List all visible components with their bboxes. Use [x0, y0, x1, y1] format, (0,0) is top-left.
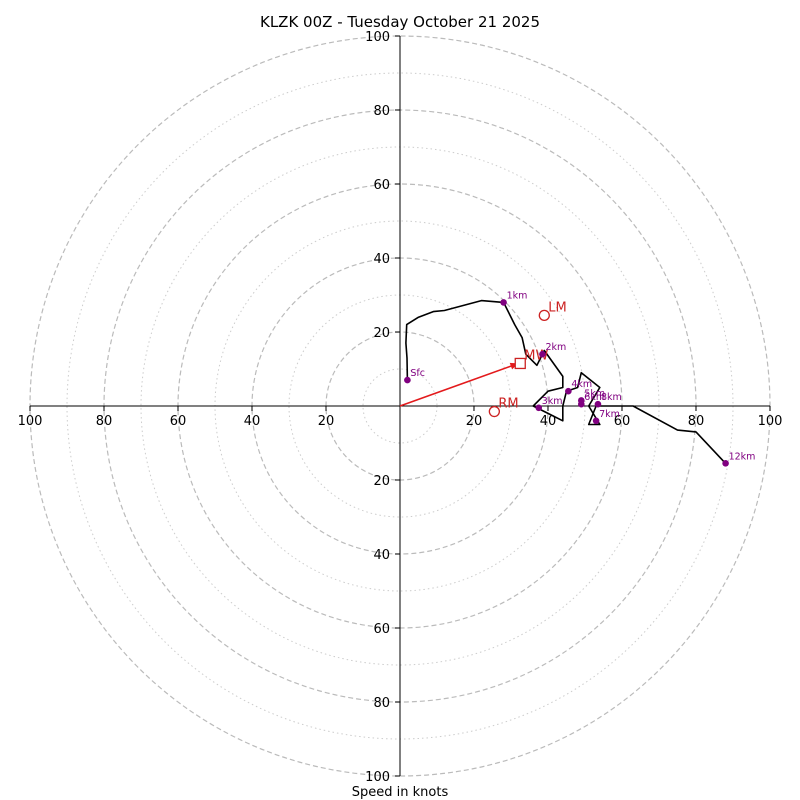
height-marker-8km	[594, 400, 602, 408]
storm-motion-marker-lm	[538, 309, 550, 322]
tick-labels: 100 80 60 40 20 20 40 60 80 100 100 80 60 40 20 20 40 60 8…	[18, 30, 783, 785]
height-label-3km: 3km	[542, 396, 563, 407]
height-label-5km: 5km	[584, 388, 605, 399]
height-marker-12km	[722, 460, 729, 467]
x-tick-label: 100	[758, 414, 783, 429]
height-marker-1km	[500, 299, 507, 306]
hodograph-trace	[405, 299, 727, 464]
x-tick-label: 20	[318, 414, 335, 429]
height-marker-6km	[578, 400, 585, 408]
x-tick-label: 60	[614, 414, 631, 429]
x-tick-label: 20	[466, 414, 483, 429]
shear-vector-line	[399, 362, 519, 407]
storm-motion-label-rm: RM	[498, 397, 518, 412]
height-label-6km: 6km	[584, 392, 605, 403]
storm-motion-marker-mw	[514, 357, 526, 370]
x-tick-label: 40	[540, 414, 557, 429]
height-marker-sfc	[404, 376, 411, 384]
storm-motion-label-lm: LM	[548, 300, 566, 315]
height-marker-4km	[565, 387, 572, 395]
height-label-sfc: Sfc	[410, 368, 425, 379]
chart-title: KLZK 00Z - Tuesday October 21 2025	[260, 13, 540, 31]
x-tick-label: 80	[96, 414, 113, 429]
height-label-1km: 1km	[507, 290, 528, 301]
height-label-8km: 8km	[601, 392, 622, 403]
x-tick-label: 100	[18, 414, 43, 429]
height-label-12km: 12km	[729, 451, 756, 462]
storm-motion-marker-rm	[488, 405, 501, 418]
y-tick-label: 40	[373, 252, 390, 267]
hodograph-trace-group	[405, 299, 727, 464]
y-tick-label: 100	[365, 770, 390, 785]
height-label-7km: 7km	[599, 409, 620, 420]
height-marker-2km	[539, 350, 546, 358]
y-tick-label: 60	[373, 622, 390, 637]
y-tick-label: 60	[373, 178, 390, 193]
y-tick-label: 40	[373, 548, 390, 563]
y-tick-label: 20	[373, 474, 390, 489]
height-label-4km: 4km	[571, 379, 592, 390]
x-tick-label: 80	[688, 414, 705, 429]
y-tick-label: 100	[365, 30, 390, 45]
x-tick-label: 60	[170, 414, 187, 429]
height-label-2km: 2km	[545, 342, 566, 353]
x-tick-label: 40	[244, 414, 261, 429]
y-tick-label: 20	[373, 326, 390, 341]
height-marker-3km	[535, 404, 543, 412]
y-tick-label: 80	[373, 104, 390, 119]
x-axis-label: Speed in knots	[352, 785, 449, 800]
height-marker-7km	[592, 417, 600, 425]
y-tick-label: 80	[373, 696, 390, 711]
